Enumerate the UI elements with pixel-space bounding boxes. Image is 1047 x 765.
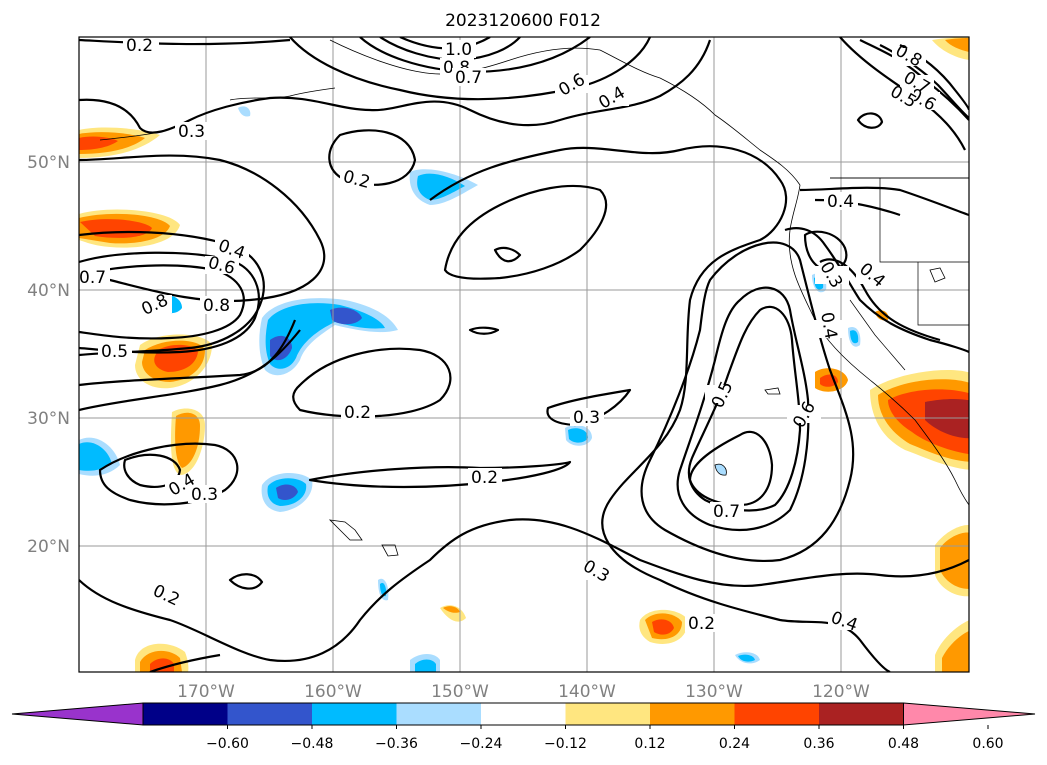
colorbar-tick-label: −0.48 [291, 736, 334, 752]
lat-label: 30°N [27, 409, 70, 429]
lon-label: 150°W [431, 682, 489, 702]
lon-label: 130°W [685, 682, 743, 702]
contour-label: 0.3 [573, 408, 600, 428]
colorbar-tick-label: −0.12 [544, 736, 587, 752]
contour-label: 0.8 [203, 296, 230, 316]
colorbar-segment [565, 703, 650, 725]
contour-label: 0.2 [126, 36, 153, 56]
colorbar-extend-min [11, 702, 144, 726]
latitude-labels: 50°N 40°N 30°N 20°N [27, 153, 70, 557]
colorbar-outline [142, 702, 904, 726]
colorbar-extend-max [903, 702, 1036, 726]
lon-label: 160°W [304, 682, 362, 702]
lat-label: 40°N [27, 281, 70, 301]
colorbar-tick-label: 0.36 [803, 736, 834, 752]
map-frame [78, 36, 970, 673]
colorbar-segment [312, 703, 397, 725]
colorbar-tick-label: −0.60 [206, 736, 249, 752]
colorbar-tick-label: 0.24 [719, 736, 750, 752]
lat-label: 20°N [27, 537, 70, 557]
lon-label: 140°W [558, 682, 616, 702]
contour-label: 0.2 [471, 468, 498, 488]
lat-label: 50°N [27, 153, 70, 173]
contour-label: 0.2 [688, 614, 715, 634]
contour-label: 0.7 [455, 68, 482, 88]
contour-label: 0.4 [827, 192, 854, 212]
colorbar: −0.60 −0.48 −0.36 −0.24 −0.12 0.12 0.24 0.36 0.4… [11, 702, 1036, 752]
map-background [79, 37, 969, 672]
contour-label: 0.7 [79, 268, 106, 288]
contour-label: 1.0 [445, 40, 472, 60]
colorbar-segment [650, 703, 735, 725]
longitude-labels: 170°W 160°W 150°W 140°W 130°W 120°W [177, 682, 870, 702]
map-panel: 0.2 1.0 0.8 0.7 0.6 0.4 0.3 0.2 0.4 0.6 … [78, 36, 970, 673]
contour-label: 0.3 [178, 122, 205, 142]
colorbar-tick-label: 0.48 [888, 736, 919, 752]
contour-label: 0.3 [191, 485, 218, 505]
colorbar-tick-label: 0.60 [972, 736, 1003, 752]
colorbar-tick-label: 0.12 [634, 736, 665, 752]
contour-label: 0.2 [344, 403, 371, 423]
contour-label: 0.4 [816, 311, 840, 341]
colorbar-tick-label: −0.36 [375, 736, 418, 752]
colorbar-segment [143, 703, 228, 725]
lon-label: 170°W [177, 682, 235, 702]
contour-label: 0.5 [101, 342, 128, 362]
colorbar-tick-label: −0.24 [460, 736, 503, 752]
colorbar-segment [396, 703, 481, 725]
map-title: 2023120600 F012 [445, 11, 601, 31]
lon-label: 120°W [812, 682, 870, 702]
colorbar-segment [819, 703, 904, 725]
colorbar-segment [734, 703, 819, 725]
colorbar-segment [227, 703, 312, 725]
contour-label: 0.7 [713, 502, 740, 522]
contour-labels: 0.2 1.0 0.8 0.7 0.6 0.4 0.3 0.2 0.4 0.6 … [79, 36, 940, 636]
colorbar-segment [481, 703, 566, 725]
